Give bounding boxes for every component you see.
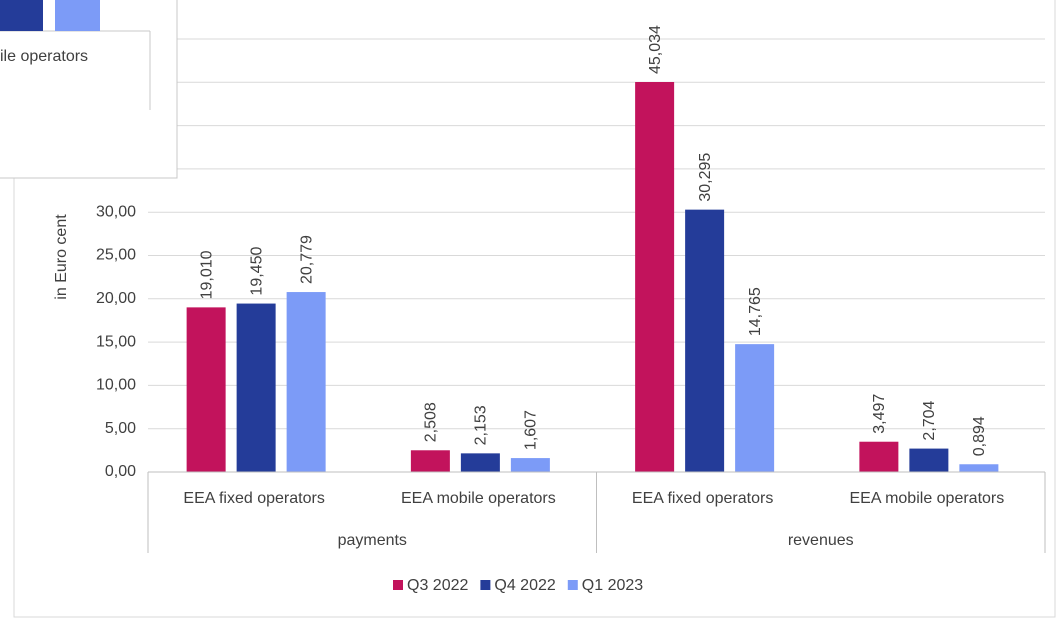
legend-label: Q1 2023: [582, 577, 643, 594]
data-label: 2,704: [921, 400, 938, 440]
bar: [685, 209, 725, 472]
overlay-panel: ile operators: [0, 0, 178, 179]
y-axis-title: in Euro cent: [53, 214, 70, 300]
data-label: 30,295: [697, 153, 714, 202]
y-tick-label: 10,00: [96, 377, 136, 394]
bar: [859, 441, 899, 472]
y-tick-label: 15,00: [96, 333, 136, 350]
y-tick-label: 5,00: [105, 420, 136, 437]
data-label: 19,010: [198, 250, 215, 299]
overlay-swatch: [0, 0, 43, 31]
y-tick-label: 0,00: [105, 463, 136, 480]
data-label: 1,607: [523, 410, 540, 450]
data-label: 0,894: [971, 416, 988, 456]
data-label: 14,765: [747, 287, 764, 336]
legend-swatch: [567, 580, 578, 590]
x-tick-label: EEA mobile operators: [850, 490, 1005, 507]
bar: [635, 82, 675, 473]
bar: [410, 450, 450, 472]
overlay-text: ile operators: [0, 48, 88, 65]
legend-swatch: [393, 580, 403, 590]
legend-label: Q3 2022: [407, 577, 468, 594]
overlay-swatch: [55, 0, 100, 31]
data-label: 2,153: [473, 405, 490, 445]
bar: [286, 292, 326, 472]
data-label: 45,034: [647, 25, 664, 74]
x-tick-label: EEA mobile operators: [401, 490, 556, 507]
data-label: 3,497: [871, 394, 888, 434]
bar: [186, 307, 226, 472]
bar: [909, 448, 949, 472]
group-label: revenues: [788, 532, 854, 549]
bar: [959, 464, 999, 472]
data-label: 20,779: [298, 235, 315, 284]
y-tick-label: 30,00: [96, 203, 136, 220]
y-tick-label: 20,00: [96, 290, 136, 307]
x-tick-label: EEA fixed operators: [183, 490, 324, 507]
x-tick-label: EEA fixed operators: [632, 490, 773, 507]
legend-swatch: [480, 580, 491, 590]
data-label: 2,508: [423, 402, 440, 442]
y-tick-label: 25,00: [96, 247, 136, 264]
legend-label: Q4 2022: [494, 577, 555, 594]
bar: [510, 458, 550, 472]
bar: [236, 303, 276, 472]
bar: [735, 344, 775, 472]
bar: [460, 453, 500, 472]
data-label: 19,450: [248, 247, 265, 296]
group-label: payments: [338, 532, 407, 549]
